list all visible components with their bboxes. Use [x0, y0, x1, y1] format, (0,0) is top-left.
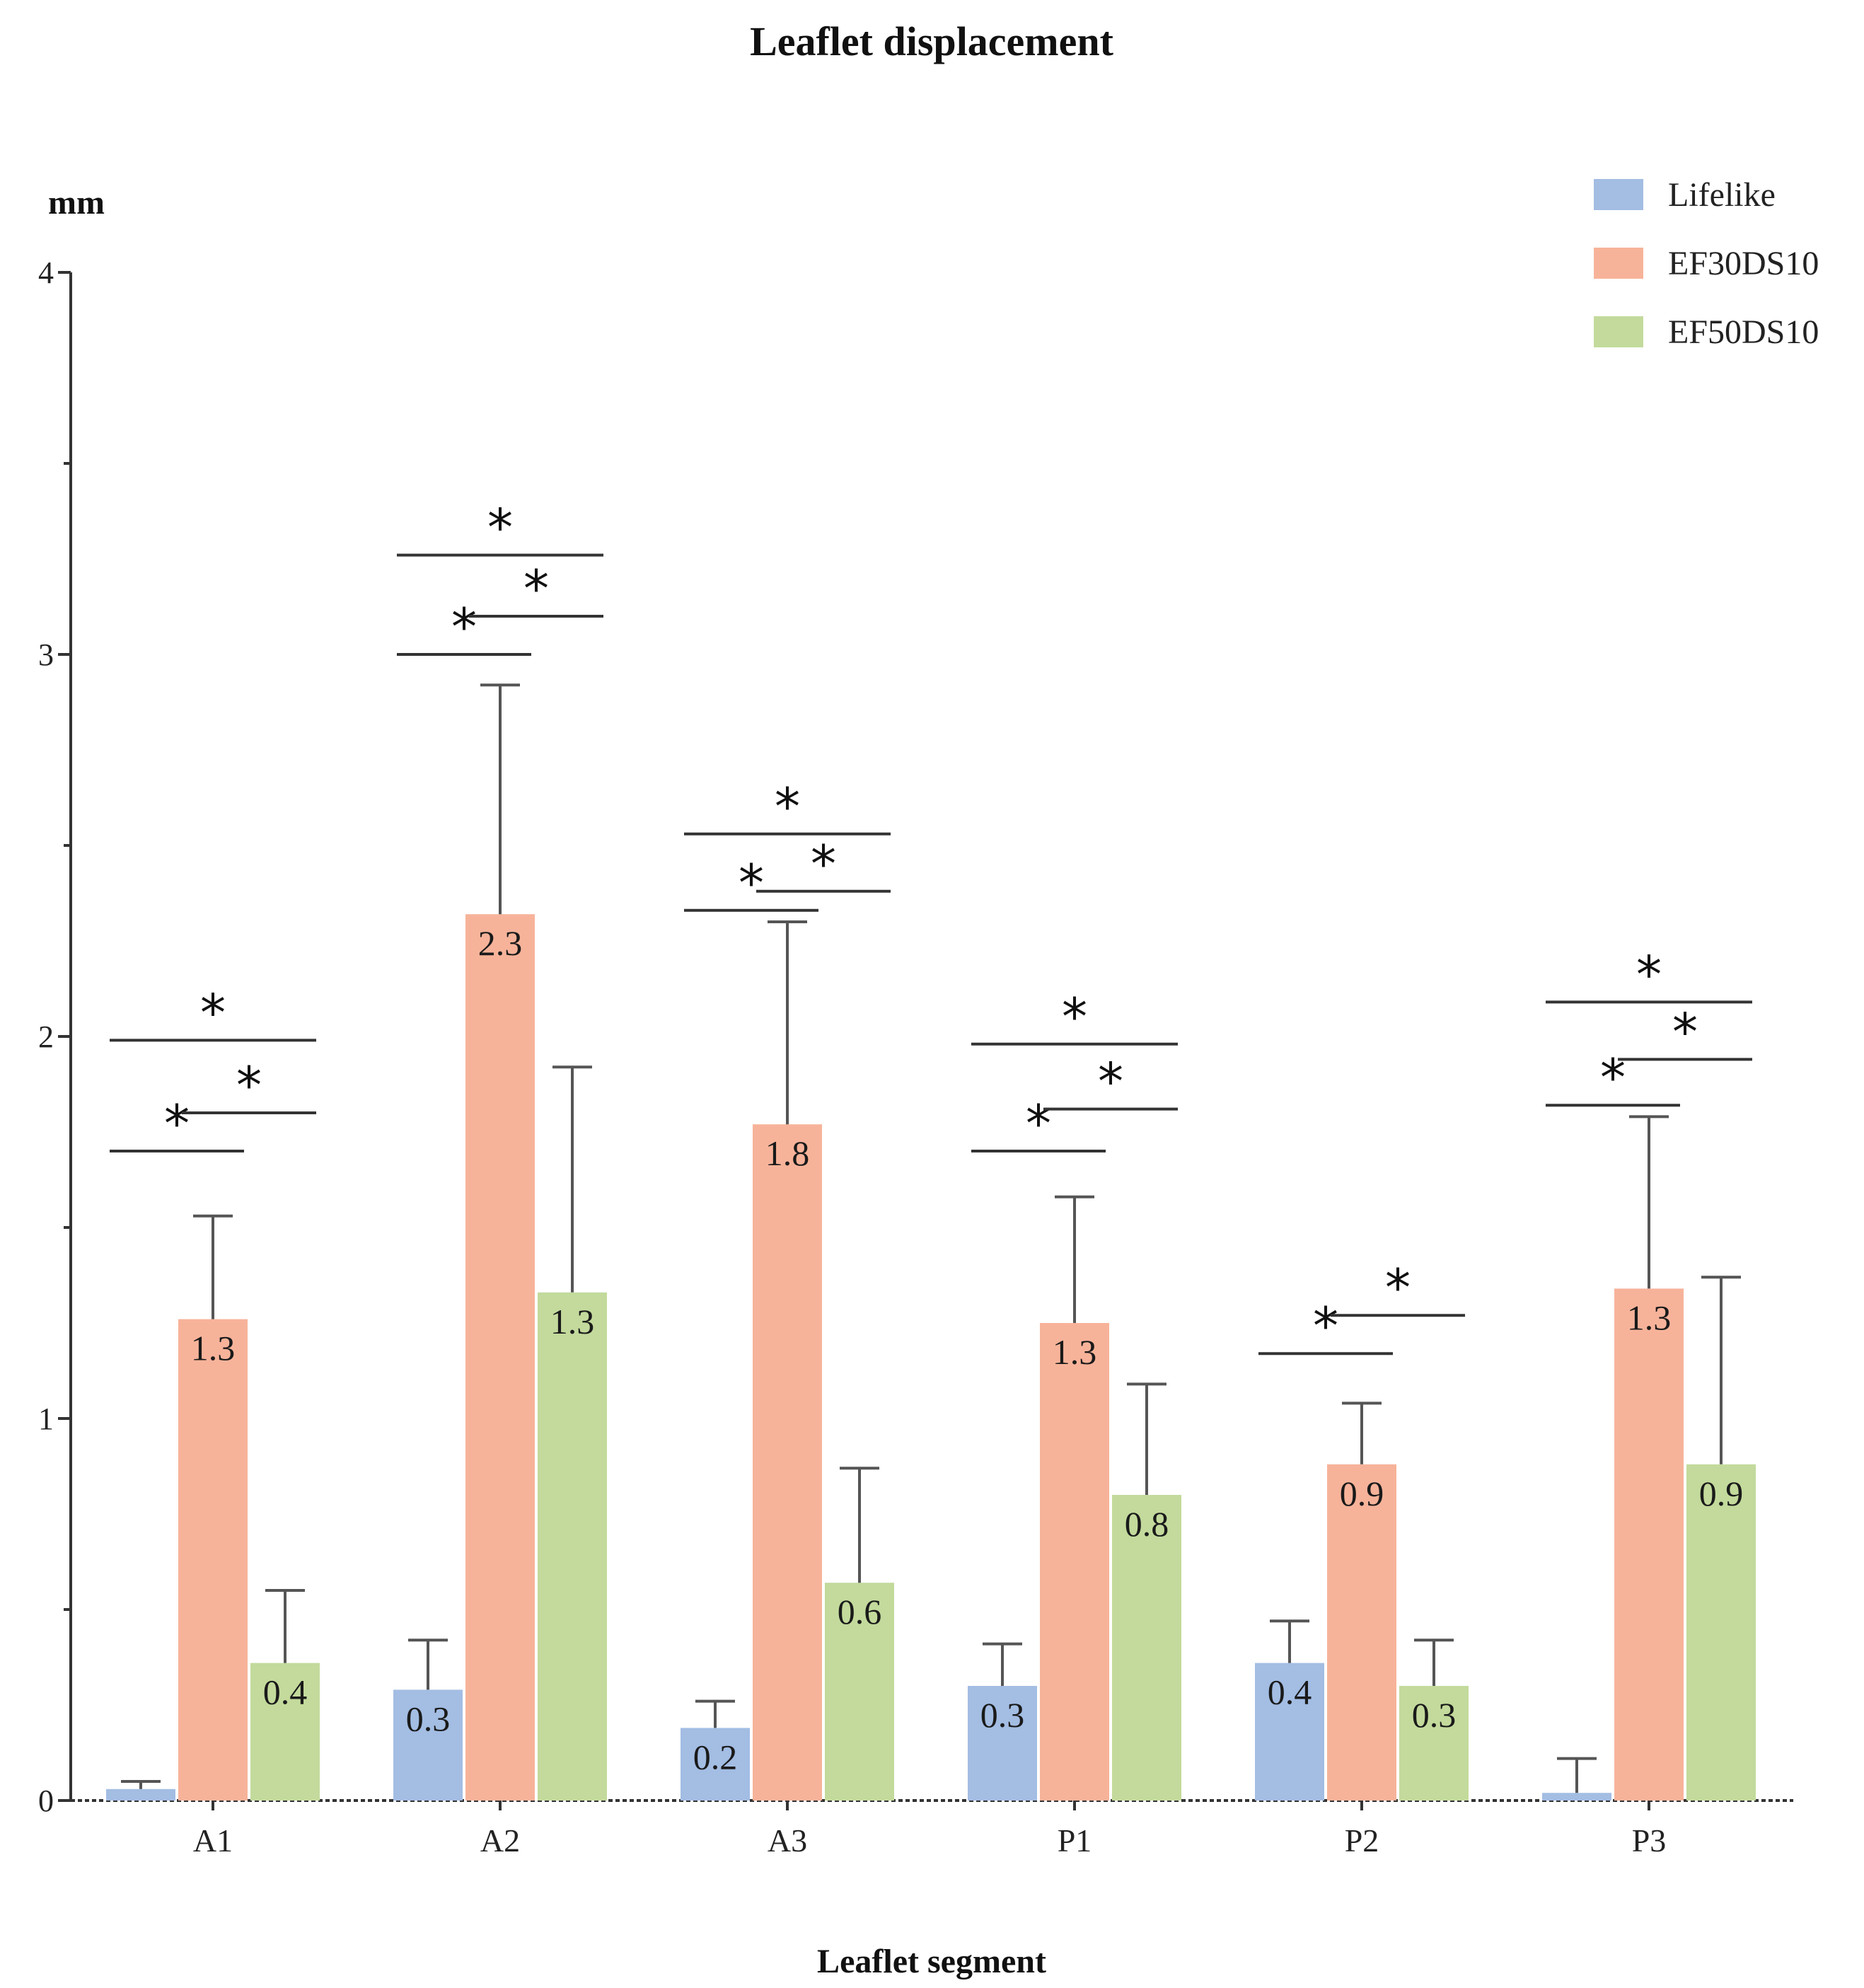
significance-star: * — [236, 1056, 262, 1115]
legend-label-ef50ds10: EF50DS10 — [1668, 313, 1819, 351]
data-label: 1.3 — [1053, 1332, 1097, 1372]
bar-p1-ef50ds10 — [1112, 1495, 1181, 1801]
significance-star: * — [487, 498, 513, 557]
data-label: 0.4 — [263, 1672, 308, 1712]
significance-star: * — [1062, 987, 1087, 1046]
data-label: 0.8 — [1125, 1504, 1169, 1544]
legend-label-lifelike: Lifelike — [1668, 176, 1776, 214]
bar-a1-lifelike — [106, 1788, 175, 1801]
bar-a2-ef30ds10 — [465, 914, 535, 1801]
bar-p1-ef30ds10 — [1040, 1323, 1109, 1801]
x-tick-label: P2 — [1345, 1822, 1379, 1859]
bar-p3-lifelike — [1542, 1793, 1611, 1801]
significance-star: * — [1385, 1258, 1411, 1317]
legend-swatch-lifelike — [1594, 179, 1643, 210]
bar-p2-ef30ds10 — [1327, 1464, 1396, 1801]
significance-star: * — [451, 597, 477, 657]
significance-star: * — [1313, 1296, 1338, 1356]
data-label: 1.8 — [765, 1133, 810, 1173]
y-tick-label: 2 — [38, 1019, 54, 1054]
x-tick-label: P3 — [1632, 1822, 1667, 1859]
legend: Lifelike EF30DS10 EF50DS10 — [1594, 176, 1819, 351]
data-label: 0.6 — [838, 1592, 882, 1631]
data-label: 0.9 — [1699, 1474, 1744, 1513]
significance-star: * — [775, 777, 800, 836]
bar-a2-ef50ds10 — [538, 1292, 607, 1801]
bar-p3-ef30ds10 — [1614, 1288, 1684, 1801]
significance-star: * — [1098, 1052, 1123, 1111]
data-label: 0.9 — [1340, 1474, 1384, 1513]
significance-star: * — [1636, 944, 1662, 1004]
data-label: 1.3 — [1627, 1298, 1672, 1337]
bar-p3-ef50ds10 — [1686, 1464, 1756, 1801]
significance-star: * — [200, 983, 226, 1042]
bar-a3-lifelike — [681, 1728, 750, 1801]
data-label: 0.3 — [406, 1699, 451, 1738]
legend-label-ef30ds10: EF30DS10 — [1668, 245, 1819, 282]
data-label: 1.3 — [550, 1302, 595, 1341]
y-tick-label: 0 — [38, 1784, 54, 1818]
significance-star: * — [164, 1094, 190, 1153]
x-tick-label: A1 — [193, 1822, 233, 1859]
bar-a2-lifelike — [393, 1689, 463, 1801]
y-axis-label: mm — [48, 184, 105, 221]
y-tick-label: 3 — [38, 637, 54, 672]
bar-p1-lifelike — [968, 1686, 1037, 1801]
x-axis-label: Leaflet segment — [817, 1943, 1046, 1980]
bar-a1-ef50ds10 — [250, 1663, 320, 1801]
data-label: 0.3 — [980, 1695, 1025, 1735]
data-label: 2.3 — [478, 923, 523, 963]
x-tick-label: A3 — [768, 1822, 807, 1859]
bar-a3-ef30ds10 — [753, 1124, 822, 1801]
chart-title: Leaflet displacement — [750, 18, 1114, 64]
x-tick-label: A2 — [480, 1822, 520, 1859]
data-label: 0.4 — [1268, 1672, 1312, 1712]
bar-p2-ef50ds10 — [1399, 1686, 1469, 1801]
significance-star: * — [1672, 1002, 1698, 1061]
data-label: 0.2 — [693, 1737, 738, 1776]
y-tick-label: 1 — [38, 1402, 54, 1436]
x-tick-label: P1 — [1058, 1822, 1092, 1859]
plot-area: 0 1 2 3 4 1.3 0.4 A1 0.3 2.3 1.3 A2 0.2 1.8 0.6 A3 0.3 1.… — [38, 255, 1793, 1859]
bar-p2-lifelike — [1255, 1663, 1324, 1801]
significance-star: * — [1026, 1094, 1051, 1153]
y-tick-label: 4 — [38, 255, 54, 290]
legend-swatch-ef30ds10 — [1594, 248, 1643, 279]
legend-swatch-ef50ds10 — [1594, 316, 1643, 347]
bar-a1-ef30ds10 — [178, 1319, 248, 1801]
significance-star: * — [739, 853, 764, 913]
significance-star: * — [1600, 1048, 1626, 1107]
significance-star: * — [811, 834, 836, 894]
bar-a3-ef50ds10 — [825, 1583, 894, 1801]
significance-star: * — [523, 559, 549, 618]
data-label: 0.3 — [1412, 1695, 1457, 1735]
data-label: 1.3 — [191, 1329, 236, 1368]
